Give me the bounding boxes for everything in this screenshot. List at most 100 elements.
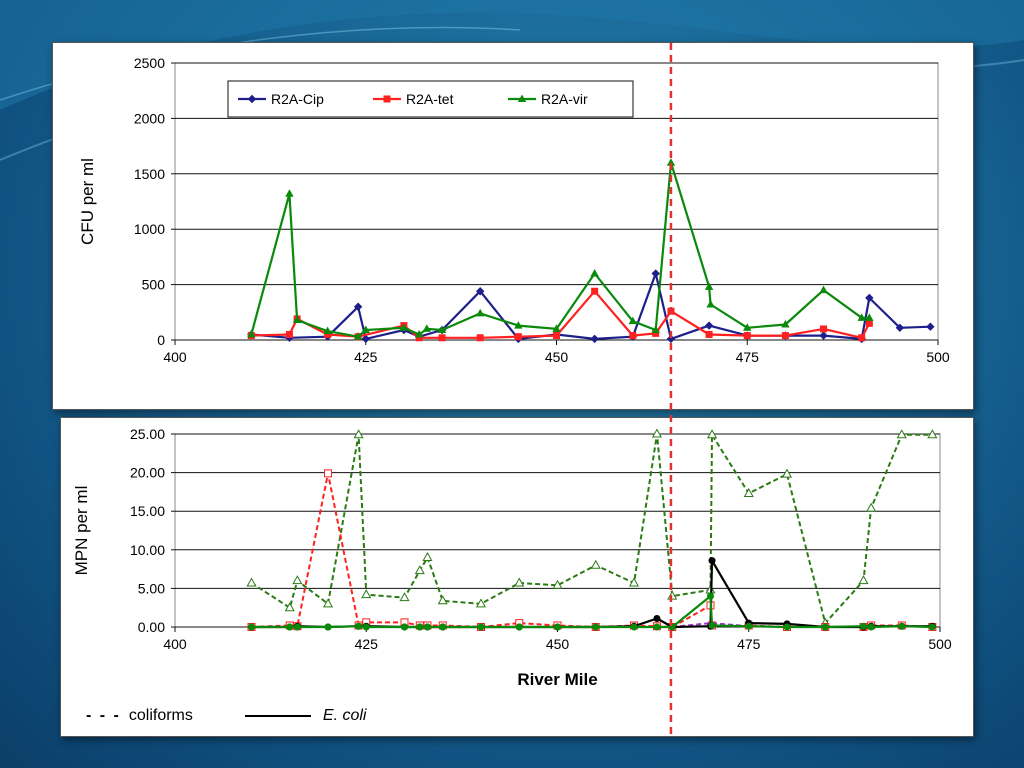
data-point	[514, 321, 523, 329]
y-tick-label: 1000	[134, 221, 165, 237]
y-tick-label: 25.00	[130, 426, 165, 442]
data-point	[866, 502, 877, 512]
data-point	[858, 334, 866, 342]
legend-label: R2A-vir	[541, 91, 588, 107]
y-tick-label: 0	[157, 332, 165, 348]
data-point	[399, 592, 410, 602]
x-tick-label: 450	[546, 636, 570, 652]
legend-ecoli: E. coli	[193, 707, 367, 725]
data-point	[286, 623, 294, 631]
data-point	[895, 323, 905, 333]
x-tick-label: 400	[163, 636, 187, 652]
data-point	[514, 333, 522, 341]
data-point	[898, 622, 906, 630]
y-tick-label: 20.00	[130, 465, 165, 481]
data-point	[858, 575, 869, 585]
data-point	[819, 285, 828, 294]
data-point	[415, 334, 423, 342]
data-point	[820, 325, 828, 333]
data-point	[246, 577, 257, 587]
y-tick-label: 5.00	[138, 580, 165, 596]
data-point	[552, 324, 561, 332]
data-point	[324, 469, 332, 478]
data-point	[857, 313, 866, 321]
data-point	[285, 330, 293, 338]
x-axis-label: River Mile	[517, 670, 597, 689]
data-point	[422, 324, 431, 332]
data-point	[475, 287, 485, 296]
data-point	[285, 189, 294, 197]
data-point	[708, 621, 716, 629]
data-point	[324, 330, 332, 338]
data-point	[517, 94, 527, 102]
data-point	[355, 622, 363, 630]
bottom-legend: - - - coliforms E. coli	[86, 705, 366, 727]
data-point	[896, 429, 907, 439]
data-point	[666, 158, 676, 166]
data-point	[629, 332, 637, 340]
data-point	[437, 595, 448, 605]
data-point	[630, 623, 638, 631]
data-point	[651, 269, 660, 278]
data-point	[322, 598, 334, 608]
data-point	[247, 329, 256, 338]
top-chart-panel: 0 500 1000 1500 2000 2500 400 425 450 475 500 CFU p…	[52, 42, 974, 410]
data-point	[653, 615, 661, 623]
data-point	[704, 321, 714, 330]
data-point	[707, 592, 714, 600]
x-tick-label: 450	[545, 349, 569, 365]
series-0	[246, 428, 938, 627]
legend-coliforms: - - - coliforms	[86, 707, 193, 725]
data-point	[745, 622, 753, 630]
data-point	[553, 332, 560, 340]
series-2	[247, 158, 874, 340]
data-point	[668, 623, 676, 631]
data-point	[437, 325, 447, 334]
data-point	[552, 579, 563, 589]
chart-legend: R2A-Cip R2A-tet R2A-vir	[227, 80, 634, 118]
data-point	[865, 313, 874, 321]
data-point	[476, 334, 484, 342]
data-point	[324, 623, 332, 631]
x-tick-label: 400	[163, 349, 187, 365]
data-point	[708, 557, 716, 565]
y-tick-label: 10.00	[130, 542, 165, 558]
data-point	[743, 332, 751, 340]
y-axis-label: CFU per ml	[78, 158, 97, 245]
y-tick-label: 2000	[134, 110, 165, 126]
data-point	[292, 315, 302, 324]
solid-line-swatch	[244, 715, 311, 717]
data-point	[743, 323, 752, 331]
data-point	[399, 323, 409, 331]
data-point	[865, 293, 874, 303]
legend-label: R2A-Cip	[271, 91, 324, 107]
data-point	[705, 330, 713, 338]
data-point	[361, 589, 372, 599]
data-point	[293, 623, 301, 631]
mpn-line-chart: 0.00 5.00 10.00 15.00 20.00 25.00 400 425 450 475…	[72, 426, 952, 689]
data-point	[590, 269, 599, 277]
data-point	[781, 332, 789, 340]
data-point	[928, 623, 936, 631]
y-tick-label: 2500	[134, 55, 165, 71]
data-point	[361, 325, 370, 334]
x-tick-label: 475	[737, 636, 761, 652]
data-point	[284, 602, 295, 612]
series-1	[247, 287, 873, 342]
data-point	[781, 319, 790, 328]
plot-area	[174, 433, 941, 628]
data-point	[554, 623, 561, 631]
data-point	[860, 622, 867, 630]
data-point	[590, 559, 601, 569]
legend-ecoli-label: E. coli	[322, 707, 367, 724]
data-point	[248, 623, 255, 631]
data-point	[821, 623, 829, 631]
data-point	[414, 329, 424, 338]
data-point	[475, 598, 487, 608]
data-point	[926, 322, 935, 331]
legend-coliforms-label: coliforms	[128, 707, 193, 724]
y-tick-label: 500	[142, 277, 166, 293]
data-point	[476, 308, 485, 317]
data-point	[651, 428, 663, 438]
data-point	[591, 287, 599, 295]
